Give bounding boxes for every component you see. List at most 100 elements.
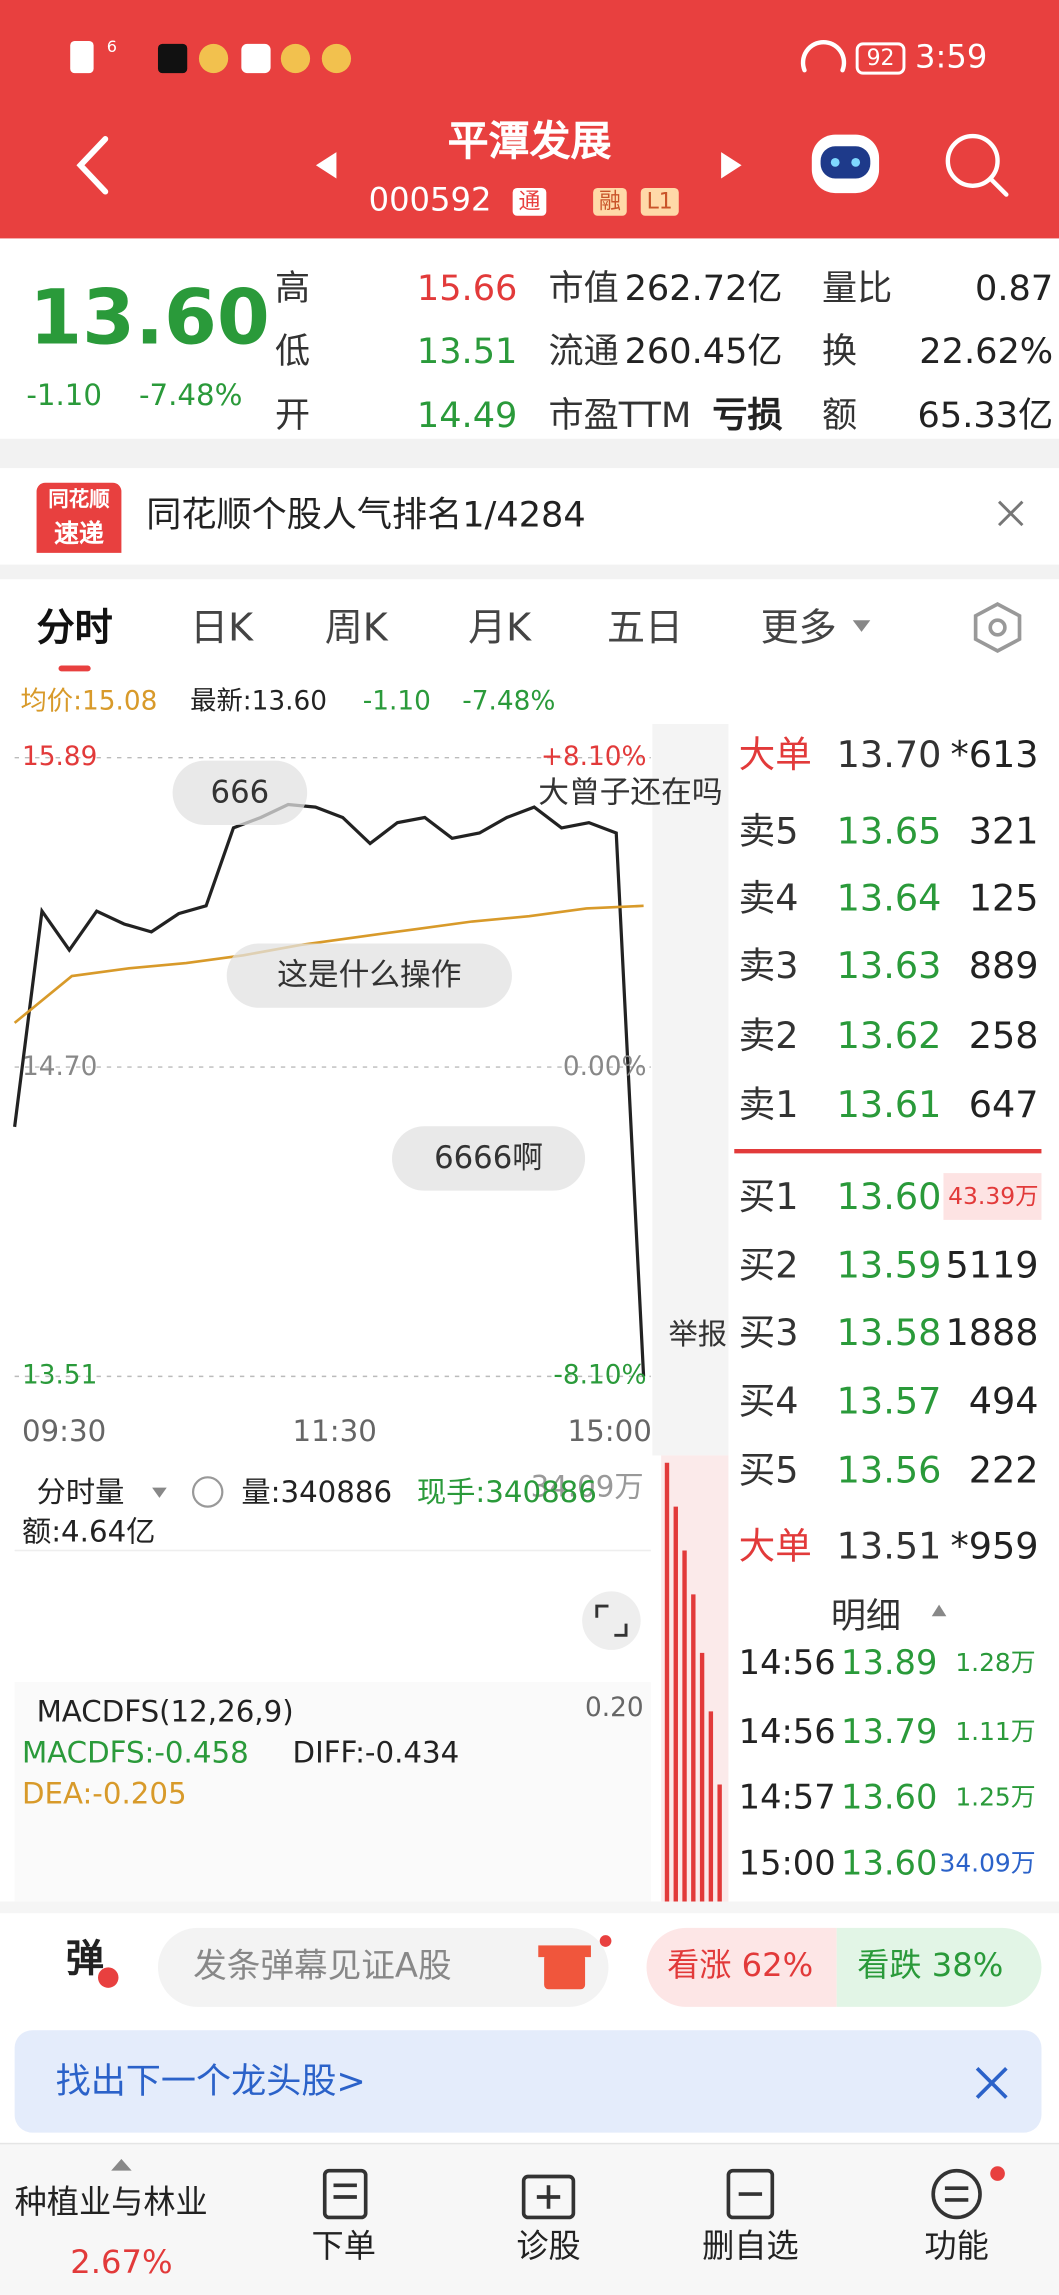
danmaku-input[interactable] — [157, 1927, 609, 2007]
book-price: 13.57 — [836, 1380, 942, 1423]
dea-value: DEA:-0.205 — [21, 1775, 187, 1811]
pct-label: -8.10% — [553, 1360, 647, 1392]
battery: 92 — [866, 44, 895, 71]
tab[interactable]: 周K — [324, 607, 388, 651]
vote-up[interactable] — [646, 1927, 837, 2007]
logo-text: 同花顺 — [48, 488, 110, 512]
stock-tag: 通 — [512, 187, 547, 216]
stat-label: 市盈TTM — [548, 394, 692, 436]
book-label: 买2 — [738, 1244, 799, 1287]
avg-price: 均价:15.08 — [20, 686, 158, 717]
book-price: 13.64 — [836, 876, 942, 920]
danmaku-placeholder: 发条弹幕见证A股 — [193, 1947, 452, 1986]
stat-value: 15.66 — [416, 267, 518, 309]
trade-time: 15:00 — [738, 1845, 836, 1884]
trade-price: 13.89 — [841, 1644, 938, 1683]
tab[interactable]: 月K — [468, 607, 532, 651]
stock-tag: L1 — [640, 187, 679, 216]
amount: 额:4.64亿 — [21, 1513, 156, 1550]
book-volume: 125 — [968, 876, 1039, 920]
y-tick-label: 14.70 — [21, 1050, 98, 1082]
book-label: 卖5 — [738, 809, 799, 853]
tab[interactable]: 分时 — [36, 607, 113, 651]
bid-highlight — [943, 1173, 1042, 1220]
stat-label: 高 — [274, 267, 311, 309]
stat-value: 262.72亿 — [624, 267, 783, 309]
stock-code: 000592 — [368, 182, 492, 220]
trade-price: 13.60 — [841, 1845, 938, 1884]
book-price: 13.51 — [836, 1524, 942, 1568]
book-label: 大单 — [738, 733, 812, 776]
change-pct: -7.48% — [462, 686, 556, 717]
book-label: 买1 — [738, 1175, 799, 1218]
book-label: 买5 — [738, 1448, 799, 1492]
divider — [0, 1901, 1059, 1914]
comment-text: 6666啊 — [434, 1140, 543, 1176]
news-text: 同花顺个股人气排名1/4284 — [146, 494, 586, 536]
nav-item[interactable]: 功能 — [924, 2229, 989, 2266]
stat-label: 量比 — [822, 267, 893, 309]
book-label: 卖2 — [738, 1014, 799, 1057]
book-label: 卖4 — [738, 876, 799, 920]
trade-time: 14:56 — [738, 1644, 836, 1683]
book-price: 13.70 — [836, 733, 942, 776]
book-volume: *959 — [950, 1524, 1039, 1568]
tab[interactable]: 日K — [190, 607, 254, 651]
nav-item[interactable]: 下单 — [311, 2229, 376, 2266]
stat-label: 开 — [274, 394, 311, 436]
time-label: 09:30 — [21, 1412, 107, 1449]
volume-title: 分时量 — [36, 1474, 125, 1510]
latest-price: 最新:13.60 — [190, 686, 328, 717]
stat-value: 0.87 — [974, 267, 1054, 309]
book-price: 13.63 — [836, 944, 942, 987]
tab[interactable]: 更多 — [760, 607, 837, 651]
vote-up-label: 看涨 62% — [667, 1948, 814, 1985]
diff-value: DIFF:-0.434 — [292, 1734, 460, 1770]
book-label: 大单 — [738, 1524, 812, 1568]
comment-text: 666 — [210, 774, 270, 810]
clock: 3:59 — [915, 39, 988, 77]
stat-value: 13.51 — [416, 330, 518, 372]
sector-name: 种植业与林业 — [14, 2185, 208, 2222]
nav-item[interactable]: 删自选 — [702, 2229, 799, 2266]
book-label: 卖1 — [738, 1083, 799, 1126]
stat-value: 65.33亿 — [917, 394, 1054, 436]
book-label: 买4 — [738, 1380, 799, 1423]
stat-label: 低 — [274, 330, 311, 372]
macd-top: 0.20 — [584, 1692, 644, 1724]
network: 6 — [106, 37, 118, 57]
stat-value: 亏损 — [712, 394, 783, 436]
volume-hand: 现手:340886 — [416, 1474, 597, 1510]
nav-item[interactable]: 诊股 — [516, 2229, 581, 2266]
comment-text: 举报 — [668, 1319, 727, 1349]
trade-volume: 1.11万 — [955, 1717, 1036, 1748]
volume-last: 34.09万 — [530, 1468, 644, 1504]
book-volume: 222 — [968, 1448, 1039, 1492]
pct-label: 0.00% — [562, 1050, 647, 1082]
trade-volume: 1.25万 — [955, 1783, 1036, 1814]
vote-down[interactable] — [836, 1927, 1042, 2007]
macd-title: MACDFS(12,26,9) — [36, 1693, 294, 1729]
book-volume: 321 — [968, 809, 1039, 853]
chart-gap — [652, 724, 729, 1456]
comment-bubble — [226, 943, 512, 1008]
tab[interactable]: 五日 — [607, 607, 684, 651]
comment-text: 大曾子还在吗 — [538, 777, 723, 809]
trade-price: 13.79 — [841, 1713, 938, 1752]
pct-label: +8.10% — [540, 741, 647, 773]
book-price: 13.56 — [836, 1448, 942, 1492]
promo-banner[interactable] — [14, 2030, 1042, 2133]
trade-time: 14:57 — [738, 1779, 836, 1818]
book-volume: 889 — [968, 944, 1039, 987]
book-volume: 5119 — [945, 1244, 1039, 1287]
book-price: 13.58 — [836, 1311, 942, 1354]
book-price: 13.59 — [836, 1244, 942, 1287]
book-price: 13.62 — [836, 1014, 942, 1057]
logo-text: 速递 — [54, 519, 104, 550]
volume: 量:340886 — [241, 1474, 393, 1510]
stat-value: 22.62% — [919, 330, 1054, 372]
book-label: 买3 — [738, 1311, 799, 1354]
time-label: 11:30 — [292, 1412, 377, 1449]
